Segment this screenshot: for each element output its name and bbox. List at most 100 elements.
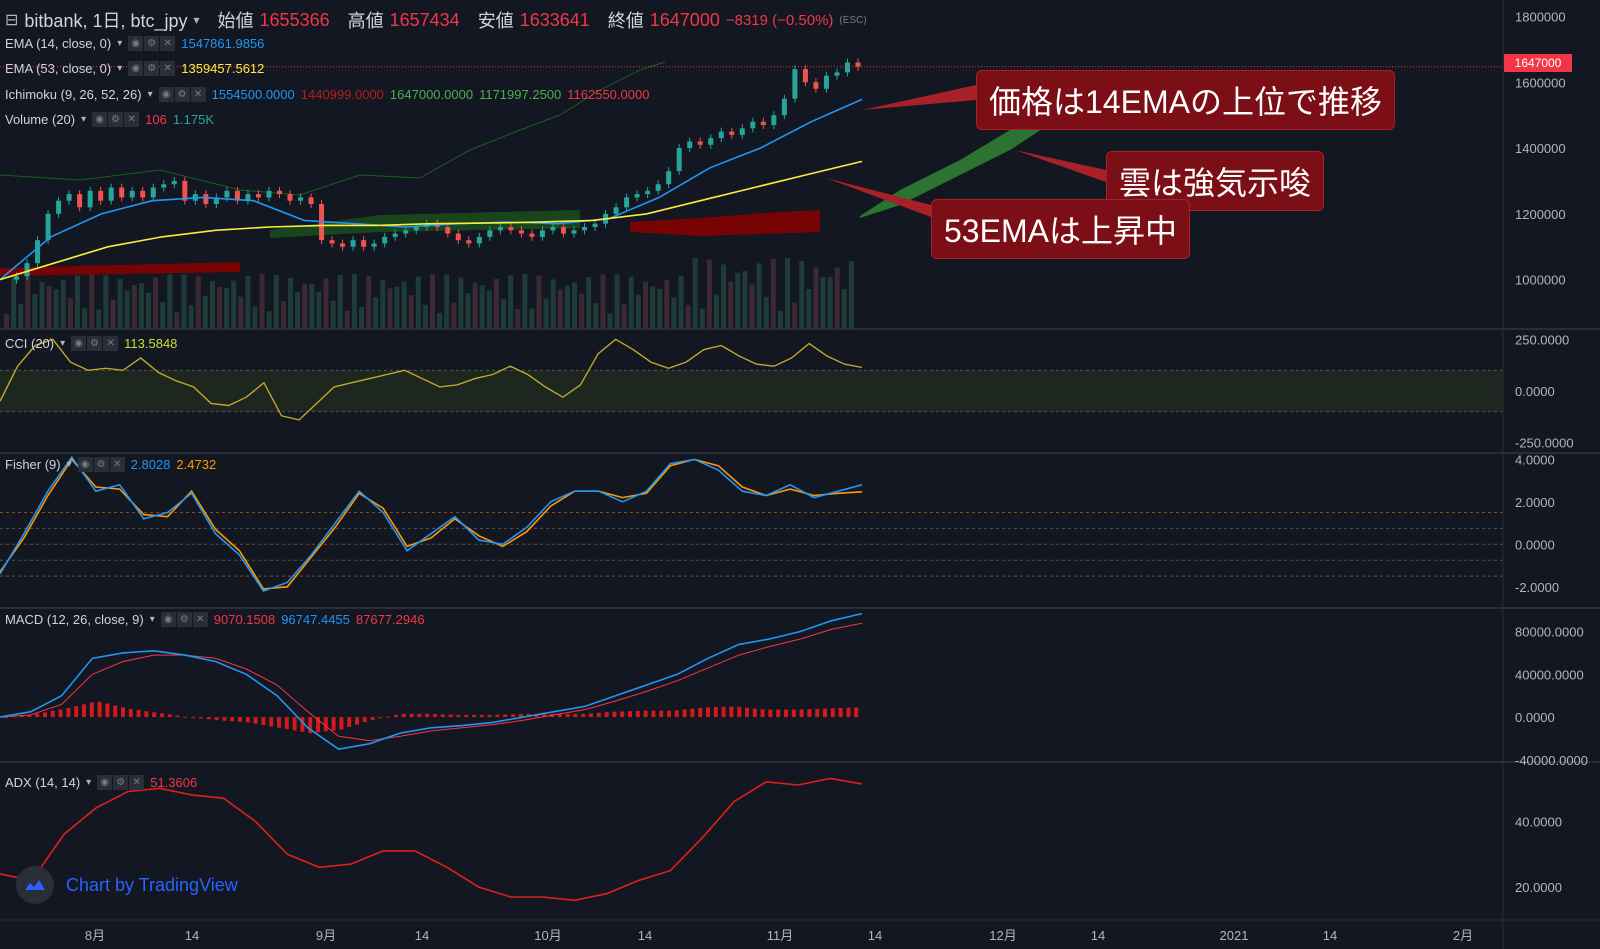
fisher-pane[interactable] — [0, 455, 1503, 592]
volume-bar — [316, 291, 322, 329]
legend-ema53[interactable]: EMA (53, close, 0) ▾ ◉ ⚙ ✕ 1359457.5612 — [5, 61, 264, 76]
macd-histogram-bar — [752, 708, 757, 718]
annotation-ema53-rising[interactable]: 53EMAは上昇中 — [931, 199, 1190, 259]
candle-body — [645, 190, 651, 195]
volume-bar — [366, 275, 372, 329]
legend-fisher[interactable]: Fisher (9) ▾ ◉ ⚙ ✕ 2.8028 2.4732 — [5, 457, 216, 472]
macd-histogram-bar — [378, 717, 383, 719]
ichimoku-cloud-bearish-nov — [630, 210, 820, 236]
symbol-title[interactable]: bitbank, 1日, btc_jpy — [24, 11, 188, 31]
macd-pane[interactable] — [0, 612, 863, 751]
ichimoku-lagging-span — [0, 61, 666, 196]
legend-controls[interactable]: ◉ ⚙ ✕ — [77, 457, 125, 472]
legend-controls[interactable]: ◉ ⚙ ✕ — [128, 36, 176, 51]
volume-bar — [785, 258, 790, 329]
close-icon[interactable]: ✕ — [160, 61, 176, 76]
legend-ema53-value: 1359457.5612 — [181, 61, 265, 76]
legend-ema14[interactable]: EMA (14, close, 0) ▾ ◉ ⚙ ✕ 1547861.9856 — [5, 36, 264, 51]
menu-icon[interactable]: ⊟ — [5, 12, 19, 29]
legend-controls[interactable]: ◉ ⚙ ✕ — [128, 61, 176, 76]
legend-ichimoku[interactable]: Ichimoku (9, 26, 52, 26) ▾ ◉ ⚙ ✕ 1554500.0… — [5, 87, 649, 102]
legend-cci[interactable]: CCI (20) ▾ ◉ ⚙ ✕ 113.5848 — [5, 336, 177, 351]
legend-controls[interactable]: ◉ ⚙ ✕ — [160, 612, 208, 627]
close-icon[interactable]: ✕ — [192, 612, 208, 627]
legend-controls[interactable]: ◉ ⚙ ✕ — [92, 112, 140, 127]
eye-icon[interactable]: ◉ — [158, 87, 174, 102]
legend-adx-name: ADX (14, 14) — [5, 775, 81, 790]
volume-bar — [380, 280, 386, 329]
volume-bar — [756, 263, 762, 329]
legend-controls[interactable]: ◉ ⚙ ✕ — [97, 775, 145, 790]
chevron-down-icon[interactable]: ▾ — [117, 38, 123, 49]
chevron-down-icon[interactable]: ▾ — [86, 777, 92, 788]
chevron-down-icon[interactable]: ▾ — [81, 114, 87, 125]
candle-body — [108, 187, 114, 201]
volume-bar — [259, 274, 265, 329]
candle-body — [276, 190, 282, 195]
chevron-down-icon[interactable]: ▾ — [147, 89, 153, 100]
legend-controls[interactable]: ◉ ⚙ ✕ — [71, 336, 119, 351]
legend-macd[interactable]: MACD (12, 26, close, 9) ▾ ◉ ⚙ ✕ 9070.1508 … — [5, 612, 425, 627]
volume-bar — [373, 297, 379, 329]
annotation-pointer — [862, 85, 976, 110]
volume-bar — [288, 278, 293, 329]
candle-body — [150, 187, 156, 198]
volume-bar — [302, 283, 308, 329]
candle-body — [445, 227, 451, 234]
eye-icon[interactable]: ◉ — [71, 336, 87, 351]
gear-icon[interactable]: ⚙ — [87, 336, 103, 351]
eye-icon[interactable]: ◉ — [92, 112, 108, 127]
gear-icon[interactable]: ⚙ — [113, 775, 129, 790]
volume-bar — [117, 278, 123, 329]
close-icon[interactable]: ✕ — [160, 36, 176, 51]
eye-icon[interactable]: ◉ — [128, 61, 144, 76]
legend-controls[interactable]: ◉ ⚙ ✕ — [158, 87, 206, 102]
gear-icon[interactable]: ⚙ — [144, 36, 160, 51]
macd-histogram-bar — [557, 713, 562, 718]
y-tick-label: 0.0000 — [1515, 710, 1555, 725]
close-icon[interactable]: ✕ — [190, 87, 206, 102]
close-icon[interactable]: ✕ — [129, 775, 145, 790]
chevron-down-icon[interactable]: ▾ — [60, 338, 66, 349]
eye-icon[interactable]: ◉ — [97, 775, 113, 790]
macd-histogram-bar — [97, 701, 102, 718]
high-value: 1657434 — [389, 9, 460, 30]
open-value: 1655366 — [259, 9, 330, 30]
chevron-down-icon[interactable]: ▾ — [117, 63, 123, 74]
macd-histogram-bar — [269, 717, 274, 727]
candle-body — [708, 138, 714, 145]
eye-icon[interactable]: ◉ — [160, 612, 176, 627]
volume-bar — [295, 291, 301, 329]
gear-icon[interactable]: ⚙ — [108, 112, 124, 127]
close-icon[interactable]: ✕ — [109, 457, 125, 472]
chevron-down-icon[interactable]: ▾ — [149, 614, 155, 625]
open-label: 始値 — [217, 11, 254, 31]
close-icon[interactable]: ✕ — [103, 336, 119, 351]
price-pane[interactable] — [0, 58, 1503, 329]
candle-body — [655, 184, 661, 191]
gear-icon[interactable]: ⚙ — [176, 612, 192, 627]
chevron-down-icon[interactable]: ▾ — [66, 459, 72, 470]
macd-histogram-bar — [682, 709, 687, 718]
legend-adx[interactable]: ADX (14, 14) ▾ ◉ ⚙ ✕ 51.3606 — [5, 775, 197, 790]
cci-pane[interactable] — [0, 338, 1503, 421]
chevron-down-icon[interactable]: ▾ — [193, 13, 200, 27]
gear-icon[interactable]: ⚙ — [174, 87, 190, 102]
volume-bar — [650, 286, 656, 329]
eye-icon[interactable]: ◉ — [128, 36, 144, 51]
legend-volume[interactable]: Volume (20) ▾ ◉ ⚙ ✕ 106 1.175K — [5, 112, 214, 127]
annotation-price-above-ema14[interactable]: 価格は14EMAの上位で推移 — [976, 70, 1395, 130]
candle-body — [571, 230, 577, 234]
gear-icon[interactable]: ⚙ — [93, 457, 109, 472]
esc-hint: (ESC) — [839, 14, 867, 26]
eye-icon[interactable]: ◉ — [77, 457, 93, 472]
volume-bar — [75, 275, 80, 329]
candle-body — [466, 240, 472, 244]
y-tick-label: 0.0000 — [1515, 537, 1555, 552]
volume-bar — [472, 282, 478, 329]
close-icon[interactable]: ✕ — [124, 112, 140, 127]
y-tick-label: 1800000 — [1515, 9, 1566, 24]
gear-icon[interactable]: ⚙ — [144, 61, 160, 76]
tradingview-branding[interactable]: Chart by TradingView — [16, 866, 238, 904]
